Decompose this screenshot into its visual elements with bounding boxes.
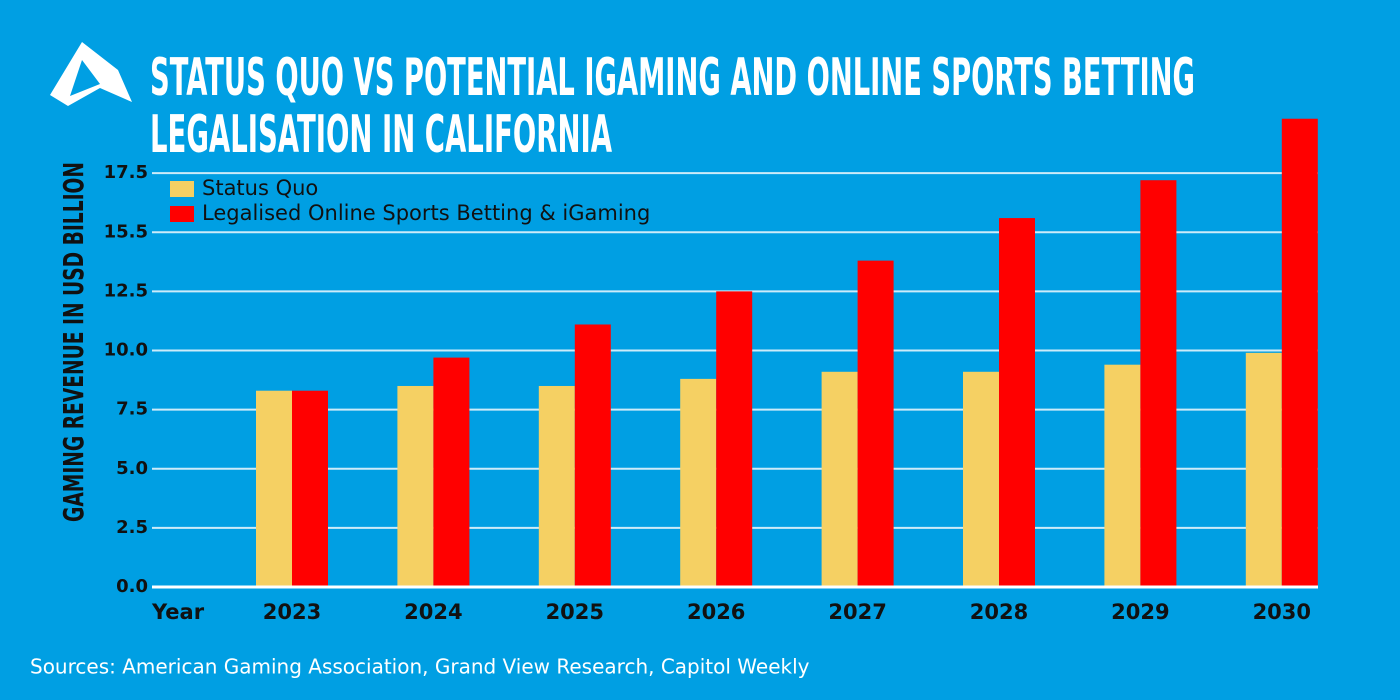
- bar: [256, 390, 292, 587]
- x-tick-label: 2025: [546, 600, 604, 624]
- legend-label: Legalised Online Sports Betting & iGamin…: [202, 201, 650, 225]
- y-tick-label: 2.5: [116, 517, 148, 538]
- legend-label: Status Quo: [202, 176, 318, 200]
- x-tick-label: 2026: [687, 600, 745, 624]
- x-tick-label: 2030: [1253, 600, 1311, 624]
- y-tick-label: 17.5: [104, 162, 148, 183]
- bar: [1245, 352, 1282, 587]
- legend-swatch: [170, 181, 194, 197]
- x-axis-label: Year: [151, 600, 205, 624]
- y-tick-label: 5.0: [116, 458, 148, 479]
- source-note: Sources: American Gaming Association, Gr…: [30, 655, 810, 679]
- bar: [999, 218, 1035, 587]
- bar: [963, 371, 999, 587]
- bar: [1281, 118, 1318, 587]
- bar: [538, 385, 575, 587]
- y-tick-label: 12.5: [104, 280, 148, 301]
- bar: [397, 385, 434, 587]
- x-tick-label: 2029: [1111, 600, 1169, 624]
- bar: [574, 324, 611, 587]
- bar: [433, 357, 470, 587]
- y-axis-label: GAMING REVENUE IN USD BILLION: [57, 162, 90, 522]
- y-tick-label: 0.0: [116, 576, 148, 597]
- bar: [857, 260, 894, 587]
- chart-title: LEGALISATION IN CALIFORNIA: [150, 105, 612, 165]
- bar: [716, 291, 753, 587]
- y-tick-label: 7.5: [116, 399, 148, 420]
- x-tick-label: 2028: [970, 600, 1028, 624]
- bar: [1140, 180, 1177, 587]
- logo: [50, 42, 132, 106]
- x-tick-label: 2024: [404, 600, 462, 624]
- y-tick-label: 10.0: [104, 340, 148, 361]
- bar: [1104, 364, 1141, 587]
- x-tick-label: 2023: [263, 600, 321, 624]
- legend-swatch: [170, 206, 194, 222]
- bar: [292, 390, 328, 587]
- logo-cut: [70, 60, 100, 96]
- x-tick-label: 2027: [828, 600, 886, 624]
- bar: [821, 371, 858, 587]
- bar: [680, 378, 717, 587]
- chart-title: STATUS QUO VS POTENTIAL IGAMING AND ONLI…: [150, 48, 1195, 108]
- y-tick-label: 15.5: [104, 221, 148, 242]
